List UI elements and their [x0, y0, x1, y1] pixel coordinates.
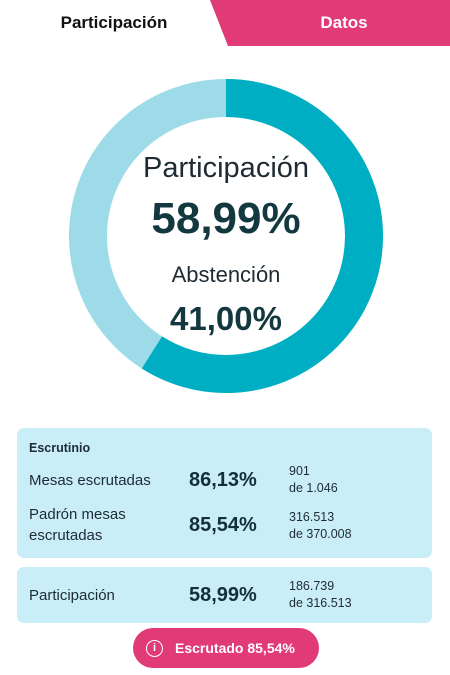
- padron-mesas-label: Padrón mesas escrutadas: [29, 504, 126, 546]
- padron-mesas-count-value: 316.513: [289, 510, 335, 524]
- tab-datos-background: [210, 0, 450, 46]
- donut-participation-arc: [69, 79, 383, 393]
- padron-mesas-count: 316.513 de 370.008: [289, 509, 352, 543]
- abstention-label: Abstención: [171, 262, 281, 287]
- padron-mesas-total: de 370.008: [289, 527, 352, 541]
- donut-center-text: Participación 58,99% Abstención 41,00%: [66, 76, 386, 396]
- participation-label: Participación: [142, 152, 310, 184]
- tab-participacion[interactable]: Participación: [0, 0, 228, 46]
- escrutinio-card: Escrutinio Mesas escrutadas 86,13% 901 d…: [17, 428, 432, 558]
- padron-mesas-label-line1: Padrón mesas: [29, 506, 126, 523]
- padron-mesas-percent: 85,54%: [189, 514, 257, 536]
- participacion-card-count-value: 186.739: [289, 579, 335, 593]
- escrutado-status-text: Escrutado 85,54%: [175, 640, 295, 656]
- donut-svg: [69, 79, 383, 393]
- participation-donut: Participación 58,99% Abstención 41,00%: [66, 76, 386, 396]
- abstention-value: 41,00%: [170, 300, 282, 337]
- info-icon: i: [146, 639, 163, 657]
- participacion-card-total: de 316.513: [289, 596, 352, 610]
- tab-bar: Participación Datos: [0, 0, 450, 46]
- tab-participacion-label: Participación: [60, 13, 168, 32]
- tab-datos-label: Datos: [320, 13, 368, 32]
- participacion-card-count: 186.739 de 316.513: [289, 578, 352, 612]
- participacion-card-percent: 58,99%: [189, 584, 257, 606]
- escrutinio-title: Escrutinio: [29, 441, 91, 455]
- tab-datos[interactable]: Datos: [228, 0, 450, 46]
- padron-mesas-label-line2: escrutadas: [29, 527, 103, 544]
- mesas-escrutadas-total: de 1.046: [289, 481, 338, 495]
- mesas-escrutadas-count-value: 901: [289, 464, 310, 478]
- escrutado-status-button[interactable]: i Escrutado 85,54%: [133, 628, 319, 668]
- participacion-card: Participación 58,99% 186.739 de 316.513: [17, 567, 432, 623]
- mesas-escrutadas-percent: 86,13%: [189, 469, 257, 491]
- mesas-escrutadas-label: Mesas escrutadas: [29, 472, 151, 489]
- participation-value: 58,99%: [151, 194, 301, 243]
- mesas-escrutadas-count: 901 de 1.046: [289, 463, 338, 497]
- participacion-card-label: Participación: [29, 587, 115, 604]
